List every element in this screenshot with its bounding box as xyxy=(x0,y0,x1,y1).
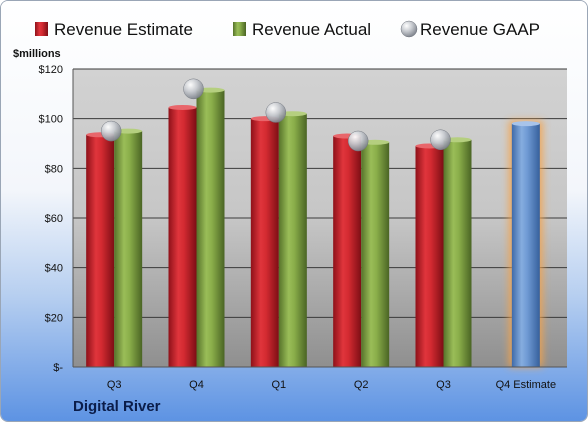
gaap-marker xyxy=(265,102,287,123)
gaap-markers xyxy=(100,78,451,152)
actual-bar xyxy=(443,139,472,367)
y-tick-label: $80 xyxy=(45,163,63,175)
estimate-bar xyxy=(415,145,444,367)
x-tick-label: Q3 xyxy=(107,379,122,391)
legend-swatch xyxy=(400,20,418,38)
legend-revenue-actual: Revenue Actual xyxy=(233,20,371,39)
projection-bar xyxy=(511,123,540,367)
gaap-marker xyxy=(183,78,204,100)
bars xyxy=(86,87,543,368)
estimate-bar xyxy=(333,136,362,367)
estimate-bar xyxy=(86,134,115,367)
y-tick-label: $40 xyxy=(45,263,63,275)
legend-label: Revenue Actual xyxy=(252,20,371,39)
x-tick-label: Q4 Estimate xyxy=(496,379,557,391)
estimate-bar xyxy=(168,107,197,367)
legend-revenue-estimate: Revenue Estimate xyxy=(35,20,193,39)
estimate-bar-top xyxy=(168,104,197,110)
legend-swatch xyxy=(35,22,48,36)
company-name: Digital River xyxy=(73,398,161,415)
legend-label: Revenue Estimate xyxy=(54,20,193,39)
projection-bar-top xyxy=(511,121,540,127)
x-tick-label: Q1 xyxy=(271,379,286,391)
x-tick-label: Q4 xyxy=(189,379,204,391)
y-tick-label: $60 xyxy=(45,213,63,225)
y-tick-label: $20 xyxy=(45,312,63,324)
gaap-marker xyxy=(347,130,369,152)
y-tick-label: $120 xyxy=(39,64,63,76)
x-tick-label: Q2 xyxy=(354,379,369,391)
actual-bar xyxy=(114,131,143,367)
legend-revenue-gaap: Revenue GAAP xyxy=(400,20,540,39)
gridlines xyxy=(73,68,567,318)
x-tick-label: Q3 xyxy=(436,379,451,391)
y-tick-label: $- xyxy=(53,362,63,374)
legend-label: Revenue GAAP xyxy=(420,20,540,39)
estimate-bar xyxy=(250,118,279,368)
y-tick-label: $100 xyxy=(39,114,63,126)
gaap-marker xyxy=(100,120,122,142)
actual-bar xyxy=(278,113,307,367)
legend: Revenue Estimate Revenue Actual Revenue GA… xyxy=(35,20,540,39)
actual-bar xyxy=(196,90,225,367)
actual-bar xyxy=(361,142,390,367)
axes: $- $20 $40 $60 $80 $100 $120 $millions Q3 Q4 Q1 Q2 Q… xyxy=(13,48,567,391)
legend-swatch xyxy=(233,22,246,36)
y-axis-label: $millions xyxy=(13,48,61,60)
gaap-marker xyxy=(430,129,451,151)
